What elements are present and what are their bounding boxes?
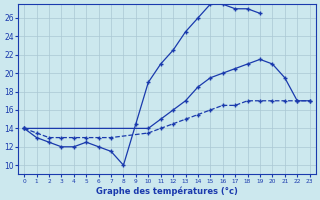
X-axis label: Graphe des températures (°c): Graphe des températures (°c) bbox=[96, 186, 238, 196]
